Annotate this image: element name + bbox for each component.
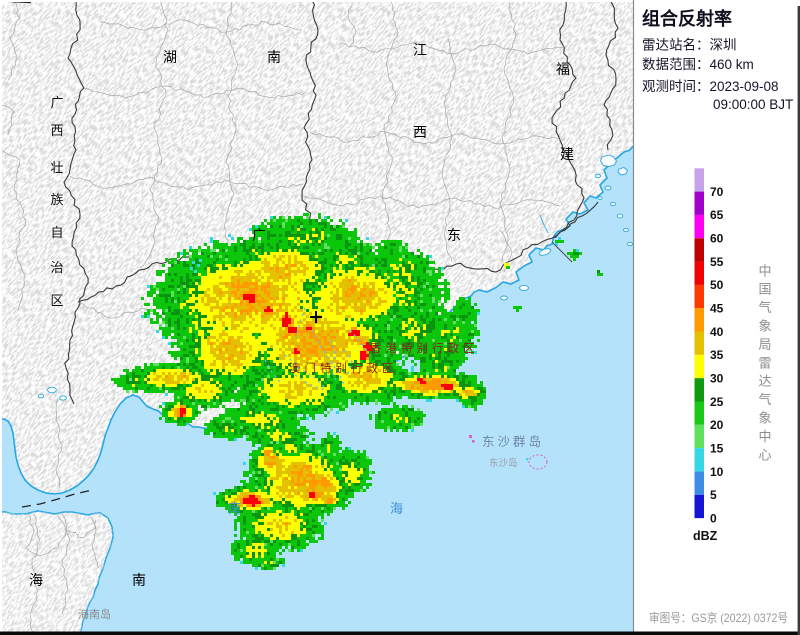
svg-text:东: 东 — [447, 227, 461, 243]
svg-text:雷达站名：深圳: 雷达站名：深圳 — [642, 38, 737, 53]
svg-text:壮: 壮 — [50, 160, 63, 175]
svg-text:治: 治 — [50, 260, 63, 275]
svg-text:数据范围：460 km: 数据范围：460 km — [642, 57, 754, 72]
svg-text:象: 象 — [758, 319, 771, 334]
svg-text:25: 25 — [710, 395, 724, 409]
svg-text:55: 55 — [710, 255, 724, 269]
svg-text:50: 50 — [710, 278, 724, 292]
svg-text:象: 象 — [758, 411, 771, 426]
svg-text:心: 心 — [758, 447, 771, 462]
svg-text:东沙岛: 东沙岛 — [489, 457, 518, 469]
svg-text:建: 建 — [560, 146, 574, 162]
svg-text:65: 65 — [710, 208, 724, 222]
svg-text:局: 局 — [758, 337, 771, 352]
svg-text:雷: 雷 — [758, 355, 771, 370]
svg-text:审图号：GS京 (2022) 0372号: 审图号：GS京 (2022) 0372号 — [649, 610, 788, 625]
svg-text:福: 福 — [556, 61, 570, 77]
svg-text:09:00:00 BJT: 09:00:00 BJT — [713, 97, 793, 112]
svg-text:江: 江 — [413, 42, 427, 58]
svg-text:0: 0 — [710, 511, 717, 525]
svg-text:海: 海 — [29, 572, 43, 588]
svg-text:澳门特别行政区: 澳门特别行政区 — [289, 361, 398, 375]
svg-text:南: 南 — [132, 572, 146, 588]
svg-text:中: 中 — [758, 429, 771, 444]
svg-text:10: 10 — [710, 465, 724, 479]
svg-text:70: 70 — [710, 185, 724, 199]
svg-text:西: 西 — [413, 124, 427, 140]
svg-text:西: 西 — [50, 123, 63, 138]
svg-text:东沙群岛: 东沙群岛 — [482, 434, 544, 449]
svg-text:45: 45 — [710, 302, 724, 316]
svg-text:组合反射率: 组合反射率 — [642, 8, 732, 29]
svg-text:国: 国 — [758, 282, 771, 297]
svg-text:广: 广 — [252, 227, 266, 243]
svg-text:区: 区 — [50, 293, 63, 308]
svg-text:35: 35 — [710, 348, 724, 362]
svg-text:海: 海 — [390, 501, 403, 516]
svg-text:湖: 湖 — [163, 49, 177, 65]
svg-text:广: 广 — [50, 95, 63, 110]
svg-text:5: 5 — [710, 488, 717, 502]
svg-text:60: 60 — [710, 232, 724, 246]
svg-text:达: 达 — [758, 374, 771, 389]
svg-text:南: 南 — [228, 501, 241, 516]
svg-text:40: 40 — [710, 325, 724, 339]
svg-text:dBZ: dBZ — [693, 529, 718, 543]
svg-text:族: 族 — [50, 192, 63, 207]
svg-text:香港特别行政区: 香港特别行政区 — [370, 341, 479, 355]
svg-text:气: 气 — [758, 392, 771, 407]
svg-text:20: 20 — [710, 418, 724, 432]
svg-text:中: 中 — [758, 263, 771, 278]
svg-text:自: 自 — [50, 225, 63, 240]
svg-text:海南岛: 海南岛 — [78, 607, 111, 621]
svg-text:15: 15 — [710, 441, 724, 455]
svg-text:30: 30 — [710, 372, 724, 386]
svg-text:南: 南 — [267, 49, 281, 65]
svg-text:气: 气 — [758, 300, 771, 315]
svg-text:观测时间：2023-09-08: 观测时间：2023-09-08 — [642, 79, 779, 94]
